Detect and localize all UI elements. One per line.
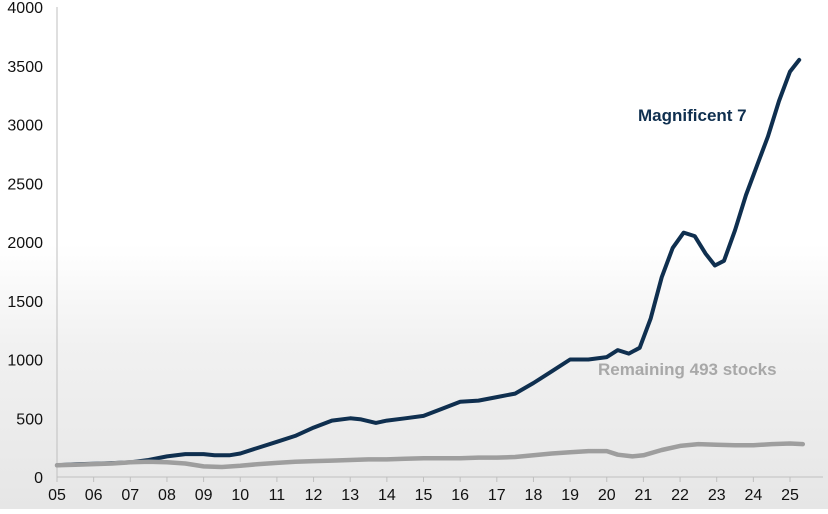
x-tick-label: 16	[451, 487, 469, 504]
y-tick-label: 3500	[7, 59, 43, 76]
x-tick-label: 14	[378, 487, 396, 504]
y-axis-ticks: 0 500 1000 1500 2000 2500 3000 3500 4000	[7, 0, 43, 487]
series-lines	[54, 57, 806, 470]
x-tick-label: 20	[598, 487, 616, 504]
x-tick-label: 10	[231, 487, 249, 504]
series-label-magnificent-7: Magnificent 7	[638, 106, 747, 125]
series-line-magnificent-7	[55, 57, 802, 468]
x-tick-label: 12	[305, 487, 323, 504]
x-tick-label: 08	[158, 487, 176, 504]
x-tick-label: 23	[708, 487, 726, 504]
y-tick-label: 2000	[7, 235, 43, 252]
x-tick-label: 22	[671, 487, 689, 504]
y-tick-label: 1500	[7, 294, 43, 311]
x-tick-label: 24	[744, 487, 762, 504]
y-tick-label: 3000	[7, 118, 43, 135]
x-tick-label: 25	[781, 487, 799, 504]
x-tick-label: 05	[48, 487, 66, 504]
x-tick-label: 13	[341, 487, 359, 504]
x-tick-label: 17	[488, 487, 506, 504]
series-label-remaining-493: Remaining 493 stocks	[598, 360, 777, 379]
x-tick-label: 18	[525, 487, 543, 504]
x-tick-label: 21	[635, 487, 653, 504]
x-tick-label: 15	[415, 487, 433, 504]
x-tick-label: 11	[269, 487, 286, 504]
x-axis-ticks: 05 06 07 08 09 10 11 12 13 14 15 16 17 18 19 20 21 22 23 24…	[48, 477, 799, 504]
x-tick-label: 19	[561, 487, 579, 504]
x-tick-label: 09	[195, 487, 213, 504]
series-line-remaining-493	[54, 441, 806, 470]
y-tick-label: 0	[34, 470, 43, 487]
x-tick-label: 06	[85, 487, 103, 504]
y-tick-label: 500	[16, 411, 43, 428]
y-tick-label: 1000	[7, 353, 43, 370]
x-tick-label: 07	[121, 487, 139, 504]
y-tick-label: 2500	[7, 176, 43, 193]
y-tick-label: 4000	[7, 0, 43, 17]
